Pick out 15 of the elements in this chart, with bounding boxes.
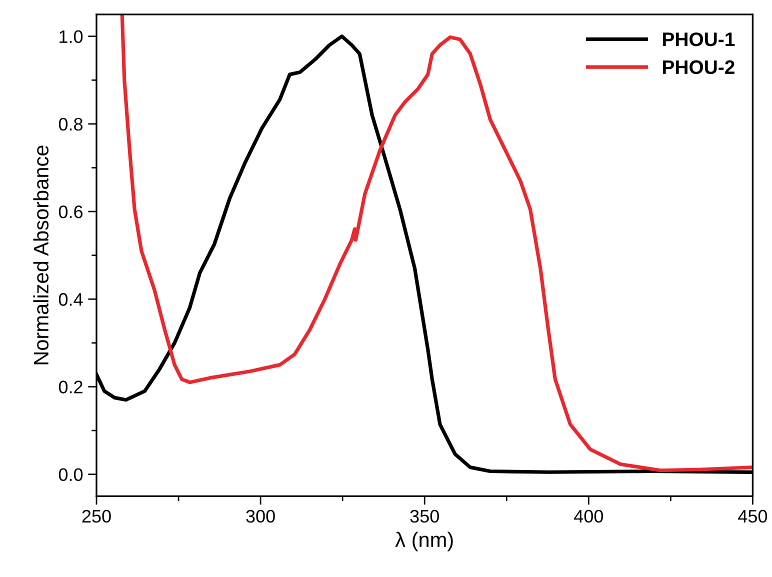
y-tick-label: 0.6 [58,205,83,218]
x-tick-label: 350 [410,510,439,523]
y-tick-label: 0.4 [58,293,83,306]
x-tick-label: 450 [738,510,768,523]
y-tick-label: 1.0 [60,30,83,44]
y-tick-label: 0.0 [58,468,83,482]
legend-label: PHOU-2 [663,60,734,74]
x-tick-label: 400 [574,510,604,523]
y-axis-title: Normalized Absorbance [33,146,49,364]
x-axis-title: λ (nm) [395,532,453,552]
x-tick-label: 300 [246,510,275,523]
x-tick-label: 250 [82,510,111,523]
legend-label: PHOU-1 [663,32,735,46]
y-tick-label: 0.2 [58,380,82,394]
y-tick-label: 0.8 [58,118,83,131]
